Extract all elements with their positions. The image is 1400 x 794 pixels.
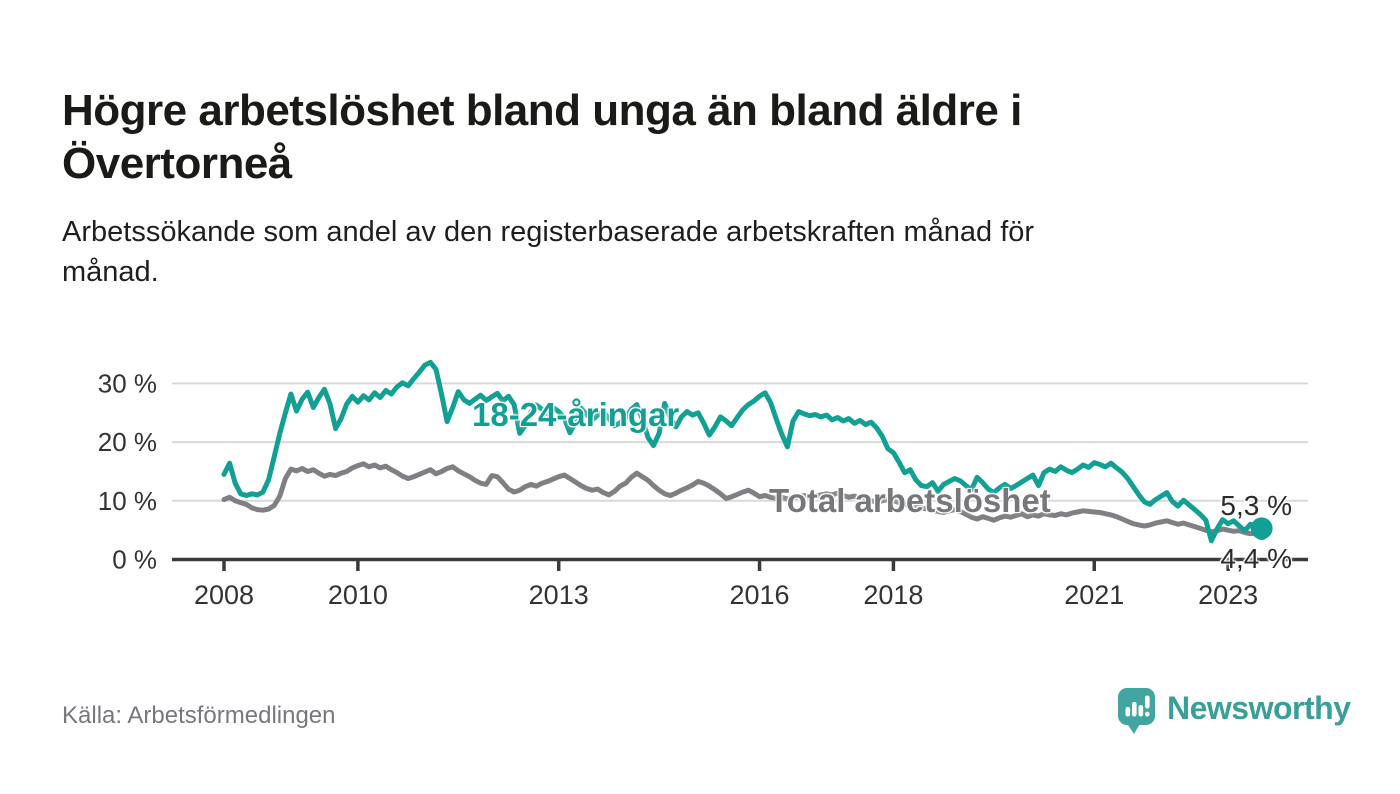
- y-tick-label: 20 %: [98, 427, 157, 457]
- series-line-youth: [221, 359, 1265, 544]
- source-text: Källa: Arbetsförmedlingen: [62, 702, 336, 729]
- y-tick-label: 0 %: [112, 545, 157, 575]
- chart-subtitle-line-2: månad.: [62, 256, 159, 289]
- series-label-youth: 18-24-åringar: [472, 396, 680, 433]
- chart-title-line-2: Övertorneå: [62, 139, 292, 189]
- y-tick-label: 30 %: [98, 368, 157, 398]
- series-label-total: Total arbetslöshet: [769, 482, 1051, 519]
- x-tick-label: 2023: [1198, 580, 1258, 610]
- chart-title-line-1: Högre arbetslöshet bland unga än bland ä…: [62, 86, 1022, 136]
- x-tick-label: 2016: [729, 580, 789, 610]
- newsworthy-logo-icon: [1118, 688, 1155, 734]
- end-dot-total: [1255, 527, 1269, 541]
- chart-subtitle: Arbetssökande som andel av den registerb…: [62, 212, 1262, 292]
- x-tick-label: 2021: [1064, 580, 1124, 610]
- end-value-label-total: 4,4 %: [1220, 543, 1292, 574]
- y-tick-label: 10 %: [98, 486, 157, 516]
- x-tick-label: 2008: [194, 580, 254, 610]
- chart-title: Högre arbetslöshet bland unga än bland ä…: [62, 85, 1272, 191]
- newsworthy-brand: Newsworthy: [1117, 687, 1351, 735]
- x-tick-label: 2013: [529, 580, 589, 610]
- x-tick-label: 2010: [328, 580, 388, 610]
- chart-subtitle-line-1: Arbetssökande som andel av den registerb…: [62, 216, 1035, 248]
- x-tick-label: 2018: [863, 580, 923, 610]
- end-value-label-youth: 5,3 %: [1220, 490, 1292, 521]
- newsworthy-wordmark: Newsworthy: [1167, 690, 1351, 726]
- series-line-total: [221, 461, 1265, 537]
